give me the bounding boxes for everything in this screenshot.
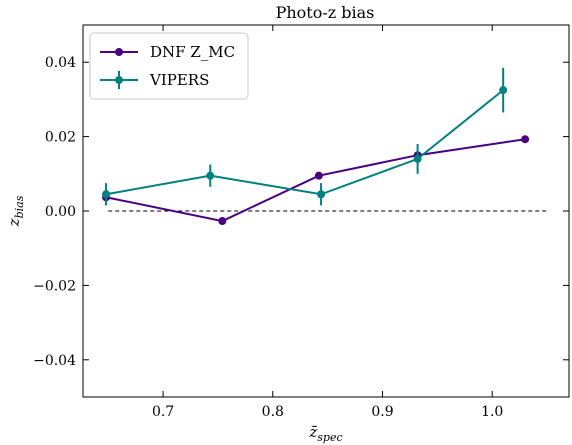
series-line-dnf-z-mc: [105, 138, 526, 223]
y-tick-label: −0.02: [33, 278, 76, 294]
axis-titles: z̄spec zbias: [5, 195, 343, 444]
data-point-vipers: [206, 171, 215, 180]
data-point-vipers: [499, 86, 508, 95]
legend: DNF Z_MC VIPERS: [89, 32, 249, 100]
data-point-dnf-z-mc: [314, 171, 323, 180]
legend-label: VIPERS: [149, 71, 209, 89]
x-axis-title: z̄spec: [308, 423, 342, 444]
data-point-dnf-z-mc: [218, 217, 227, 226]
axis-ticks: 0.7 0.8 0.9 1.0 −0.04 −0.02 0.00 0.02 0.04: [33, 25, 569, 420]
legend-swatch-marker: [115, 48, 123, 56]
y-tick-label: 0.02: [45, 130, 76, 146]
x-tick-label: 0.8: [262, 404, 284, 420]
y-tick-label: 0.00: [45, 204, 76, 220]
x-tick-label: 0.7: [152, 404, 174, 420]
series-vipers: [102, 67, 508, 206]
series-layer: [102, 67, 530, 226]
legend-label: DNF Z_MC: [150, 43, 235, 61]
x-tick-label: 1.0: [481, 404, 503, 420]
data-point-vipers: [317, 190, 326, 199]
x-tick-label: 0.9: [371, 404, 393, 420]
series-dnf-z-mc: [102, 135, 530, 226]
y-tick-label: −0.04: [33, 353, 76, 369]
chart-title: Photo-z bias: [276, 3, 375, 22]
data-point-dnf-z-mc: [521, 135, 530, 144]
data-point-vipers: [413, 154, 422, 163]
y-axis-title: zbias: [5, 195, 26, 227]
legend-swatch-marker: [115, 76, 123, 84]
data-point-vipers: [102, 190, 111, 199]
y-tick-label: 0.04: [45, 55, 76, 71]
legend-box: [89, 32, 249, 100]
series-line-vipers: [105, 89, 504, 196]
